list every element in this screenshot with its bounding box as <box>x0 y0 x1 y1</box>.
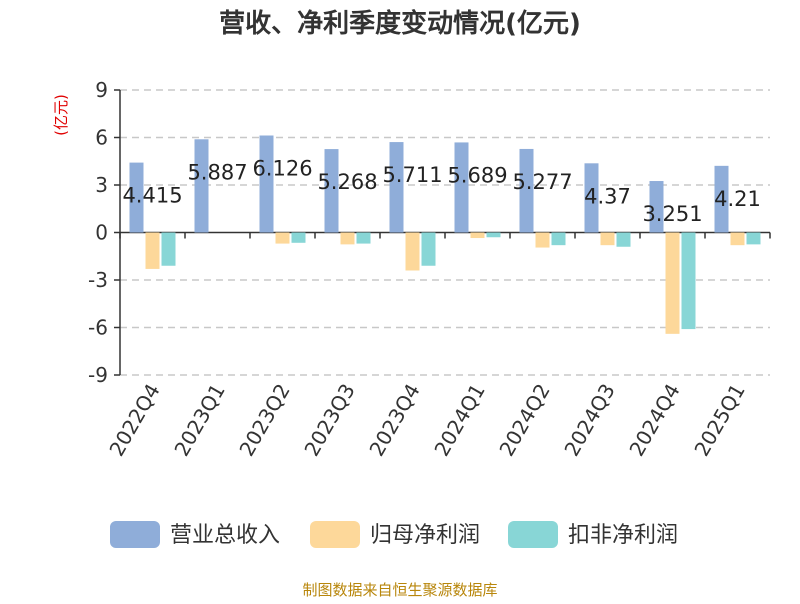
x-tick-label: 2023Q1 <box>169 380 229 461</box>
y-tick-label: -6 <box>88 316 108 340</box>
bar-series-1 <box>145 232 160 269</box>
x-tick-label: 2024Q3 <box>559 380 619 461</box>
data-label: 4.37 <box>584 184 631 208</box>
bar-series-0 <box>259 135 274 233</box>
legend-label: 营业总收入 <box>170 523 280 548</box>
x-tick-label: 2025Q1 <box>689 380 749 461</box>
bar-series-2 <box>616 232 631 247</box>
grid-lines <box>120 89 770 376</box>
x-tick-label: 2023Q3 <box>299 380 359 461</box>
bar-series-1 <box>275 232 290 244</box>
y-tick-label: 0 <box>95 221 108 245</box>
legend-label: 扣非净利润 <box>568 523 678 548</box>
bar-series-0 <box>389 142 404 233</box>
data-label: 3.251 <box>642 202 702 226</box>
legend-swatch <box>110 521 160 548</box>
bar-series-1 <box>405 232 420 271</box>
x-tick-label: 2024Q1 <box>429 380 489 461</box>
bar-series-0 <box>649 181 664 233</box>
bar-series-2 <box>486 232 501 238</box>
data-label: 4.21 <box>714 187 761 211</box>
bar-series-0 <box>129 162 144 233</box>
data-label: 5.887 <box>187 160 247 184</box>
bar-series-0 <box>454 142 469 233</box>
bar-series-2 <box>161 232 176 266</box>
bar-series-0 <box>584 163 599 233</box>
bar-series-2 <box>551 232 566 246</box>
bar-series-1 <box>340 232 355 245</box>
bar-series-2 <box>746 232 761 245</box>
bar-series-0 <box>714 165 729 233</box>
data-label: 5.689 <box>447 163 507 187</box>
data-label: 6.126 <box>252 157 312 181</box>
data-label: 4.415 <box>122 184 182 208</box>
legend-swatch <box>310 521 360 548</box>
y-tick-label: 6 <box>95 126 108 150</box>
bar-series-1 <box>470 232 485 239</box>
y-tick-label: 9 <box>95 78 108 102</box>
legend: 营业总收入 归母净利润 扣非净利润 <box>110 521 678 548</box>
x-tick-label: 2022Q4 <box>104 380 164 461</box>
y-tick-label: 3 <box>95 173 108 197</box>
bar-series-1 <box>535 232 550 248</box>
x-tick-label: 2023Q4 <box>364 380 424 461</box>
source-note: 制图数据来自恒生聚源数据库 <box>302 581 497 599</box>
x-tick-label: 2024Q2 <box>494 380 554 461</box>
y-tick-label: -3 <box>88 268 108 292</box>
bars <box>129 135 761 334</box>
bar-series-1 <box>600 232 615 246</box>
x-tick-label: 2024Q4 <box>624 380 684 461</box>
y-tick-label: -9 <box>88 363 108 387</box>
data-label: 5.268 <box>317 170 377 194</box>
legend-swatch <box>508 521 558 548</box>
bar-series-1 <box>730 232 745 246</box>
bar-series-0 <box>519 148 534 233</box>
bar-series-2 <box>291 232 306 243</box>
bar-series-2 <box>356 232 371 244</box>
chart-title: 营收、净利季度变动情况(亿元) <box>219 8 581 39</box>
data-label: 5.277 <box>512 170 572 194</box>
legend-label: 归母净利润 <box>370 523 480 548</box>
bar-series-2 <box>421 232 436 266</box>
data-label: 5.711 <box>382 163 442 187</box>
bar-series-1 <box>665 232 680 334</box>
y-axis-unit-label: (亿元) <box>52 94 70 136</box>
x-tick-label: 2023Q2 <box>234 380 294 461</box>
bar-series-2 <box>681 232 696 330</box>
bar-series-0 <box>324 149 339 233</box>
bar-series-0 <box>194 139 209 233</box>
